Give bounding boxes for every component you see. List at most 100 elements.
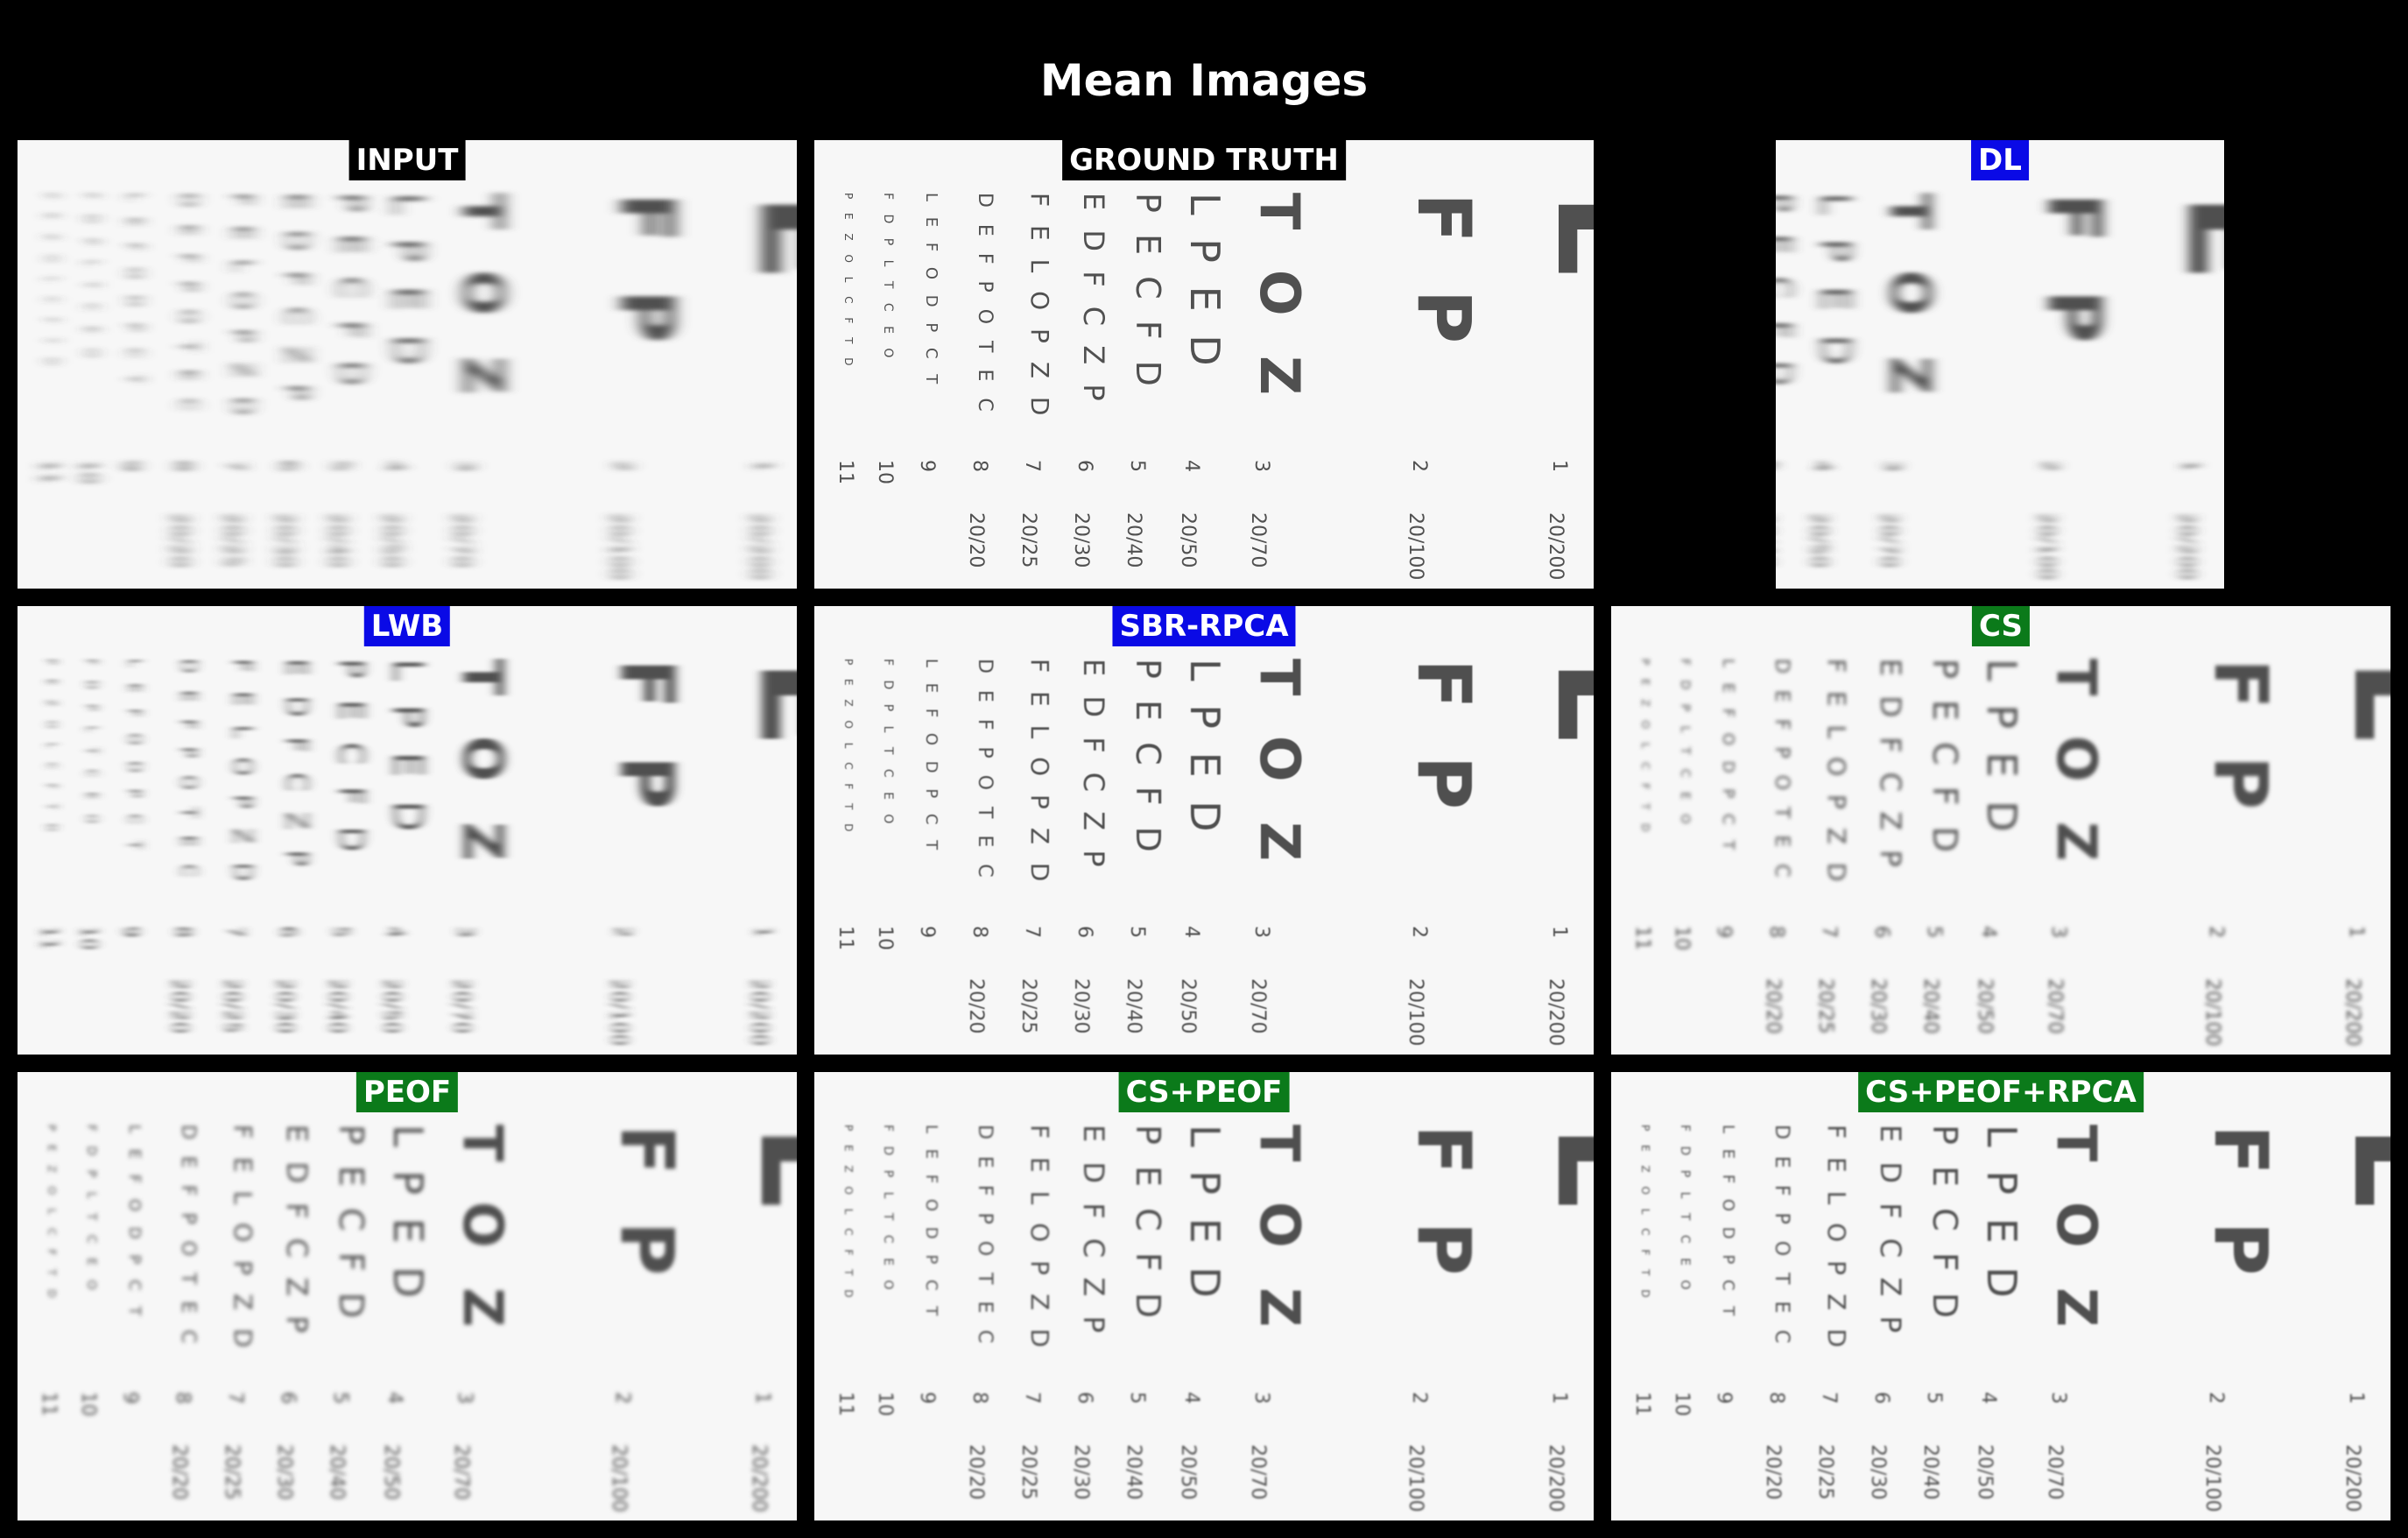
eye-chart-letters: F E L O P Z D bbox=[229, 1125, 257, 1352]
eye-chart-letters: P E C F D bbox=[332, 659, 370, 857]
eye-chart-letters: T O Z bbox=[451, 1125, 515, 1337]
panel-label-input: INPUT bbox=[349, 140, 466, 180]
eye-chart-letters: E D F C Z P bbox=[1077, 193, 1110, 406]
eye-chart-acuity-label: 20/40 bbox=[1919, 1444, 1941, 1499]
eye-chart-line-number: 1 bbox=[751, 926, 773, 938]
eye-chart-letters: E D F C Z P bbox=[1077, 1125, 1110, 1338]
panel-cs-peof-rpca: E F P T O Z L P E D P E C F D E D F C Z P F E … bbox=[1611, 1072, 2390, 1520]
eye-chart-line-number: 6 bbox=[277, 460, 299, 472]
eye-chart-line-number: 5 bbox=[1126, 926, 1148, 938]
eye-chart-line-number: 1 bbox=[2345, 926, 2367, 938]
eye-chart-line-number: 8 bbox=[172, 1392, 194, 1404]
eye-chart-acuity-label: 20/200 bbox=[2175, 512, 2197, 580]
eye-chart-acuity-label: 20/100 bbox=[2035, 512, 2057, 580]
eye-chart-line-number: 2 bbox=[1408, 1392, 1430, 1404]
eye-chart-acuity-label: 20/25 bbox=[221, 978, 243, 1034]
eye-chart-acuity-label: 20/40 bbox=[1123, 512, 1144, 568]
eye-chart-image: EF PT O ZL P E DP E C F DE D F C Z PF E … bbox=[18, 606, 797, 1055]
eye-chart-image: EF PT O ZL P E DP E C F DE D F C Z PF E … bbox=[814, 140, 1594, 589]
eye-chart-acuity-label: 20/20 bbox=[168, 512, 190, 568]
eye-chart-letters: F E L O P Z D bbox=[1822, 659, 1851, 886]
eye-chart-line-number: 5 bbox=[329, 460, 351, 472]
eye-chart-line-number: 9 bbox=[119, 1392, 141, 1404]
eye-chart-line-number: 10 bbox=[77, 926, 99, 950]
eye-chart-line-number: 5 bbox=[1776, 460, 1778, 472]
eye-chart-acuity-label: 20/50 bbox=[380, 1444, 402, 1499]
eye-chart-line-number: 4 bbox=[384, 926, 405, 938]
eye-chart-letters: F E L O P Z D bbox=[1025, 193, 1054, 420]
eye-chart-acuity-label: 20/30 bbox=[1070, 512, 1092, 568]
eye-chart-line-number: 10 bbox=[874, 1392, 896, 1416]
eye-chart-letters: L P E D bbox=[384, 659, 432, 837]
panel-label-lwb: LWB bbox=[363, 606, 451, 646]
eye-chart-image: EF PT O ZL P E DP E C F DE D F C Z PF E … bbox=[1776, 140, 2224, 589]
eye-chart-line-number: 1 bbox=[751, 460, 773, 472]
figure-title: Mean Images bbox=[1039, 55, 1369, 106]
eye-chart-line-number: 1 bbox=[2345, 1392, 2367, 1404]
eye-chart-acuity-label: 20/100 bbox=[1405, 1444, 1426, 1512]
eye-chart-letters: L P E D bbox=[384, 1125, 432, 1303]
eye-chart-letters: E bbox=[2324, 659, 2390, 758]
eye-chart-line-number: 1 bbox=[2179, 460, 2200, 472]
panel-label-ground-truth: GROUND TRUTH bbox=[1062, 140, 1346, 180]
eye-chart-letters: L P E D bbox=[1181, 193, 1229, 371]
eye-chart-acuity-label: 20/50 bbox=[1177, 1444, 1199, 1499]
eye-chart-letters: F D P L T C E O bbox=[1678, 1125, 1692, 1295]
eye-chart-letters: E bbox=[1527, 659, 1594, 758]
eye-chart-line-number: 7 bbox=[1021, 460, 1043, 472]
eye-chart-acuity-label: 20/40 bbox=[1919, 978, 1941, 1034]
eye-chart-line-number: 2 bbox=[611, 460, 633, 472]
eye-chart-acuity-label: 20/70 bbox=[1247, 1444, 1269, 1499]
panel-cs-peof: E F P T O Z L P E D P E C F D E D F C Z P F E … bbox=[814, 1072, 1594, 1520]
eye-chart-acuity-label: 20/100 bbox=[608, 512, 630, 580]
eye-chart-acuity-label: 20/50 bbox=[380, 512, 402, 568]
eye-chart-acuity-label: 20/200 bbox=[1545, 512, 1567, 580]
eye-chart-line-number: 1 bbox=[1548, 926, 1570, 938]
eye-chart-letters: F P bbox=[1401, 659, 1487, 820]
eye-chart-letters: L P E D bbox=[1181, 1125, 1229, 1303]
eye-chart-line-number: 9 bbox=[916, 926, 938, 938]
eye-chart-line-number: 4 bbox=[1180, 460, 1202, 472]
eye-chart-letters: F D P L T C E O bbox=[881, 1125, 895, 1295]
eye-chart-line-number: 11 bbox=[38, 926, 60, 950]
eye-chart-letters: F P bbox=[1401, 1125, 1487, 1286]
eye-chart-line-number: 6 bbox=[1074, 1392, 1095, 1404]
eye-chart-letters: L E F O D P C T bbox=[922, 659, 940, 855]
eye-chart-line-number: 8 bbox=[172, 926, 194, 938]
eye-chart-acuity-label: 20/70 bbox=[2044, 1444, 2066, 1499]
eye-chart-letters: E bbox=[730, 1125, 797, 1224]
eye-chart-letters: P E C F D bbox=[1129, 1125, 1167, 1323]
eye-chart-acuity-label: 20/100 bbox=[1405, 512, 1426, 580]
eye-chart-letters: L E F O D P C T bbox=[922, 193, 940, 389]
eye-chart-letters: T O Z bbox=[1878, 193, 1942, 406]
eye-chart-letters: P E Z O L C F T D bbox=[842, 193, 855, 371]
eye-chart-letters: F D P L T C E O bbox=[1678, 659, 1692, 829]
eye-chart-letters: L P E D bbox=[1978, 1125, 2025, 1303]
eye-chart-acuity-label: 20/30 bbox=[1070, 978, 1092, 1034]
eye-chart-line-number: 8 bbox=[968, 460, 990, 472]
eye-chart-line-number: 7 bbox=[224, 1392, 246, 1404]
eye-chart-acuity-label: 20/100 bbox=[608, 978, 630, 1046]
eye-chart-letters: D E F P O T E C bbox=[177, 1125, 199, 1349]
eye-chart-letters: P E C F D bbox=[332, 1125, 370, 1323]
panel-label-cs: CS bbox=[1971, 606, 2031, 646]
eye-chart-acuity-label: 20/200 bbox=[748, 512, 770, 580]
eye-chart-line-number: 6 bbox=[1870, 1392, 1892, 1404]
eye-chart-acuity-label: 20/25 bbox=[221, 1444, 243, 1499]
eye-chart-letters: F P bbox=[2031, 193, 2117, 354]
eye-chart-acuity-label: 20/70 bbox=[450, 512, 472, 568]
eye-chart-acuity-label: 20/30 bbox=[1867, 1444, 1889, 1499]
eye-chart-acuity-label: 20/40 bbox=[326, 978, 348, 1034]
eye-chart-letters: T O Z bbox=[2045, 1125, 2109, 1337]
eye-chart-line-number: 11 bbox=[1631, 926, 1653, 950]
eye-chart-line-number: 3 bbox=[2047, 926, 2069, 938]
eye-chart-line-number: 11 bbox=[1631, 1392, 1653, 1416]
panel-sbr-rpca: E F P T O Z L P E D P E C F D E D F C Z P F E … bbox=[814, 606, 1594, 1055]
eye-chart-letters: P E C F D bbox=[332, 193, 370, 392]
eye-chart-letters: L P E D bbox=[1181, 659, 1229, 837]
eye-chart-line-number: 8 bbox=[1765, 1392, 1787, 1404]
eye-chart-line-number: 1 bbox=[1548, 1392, 1570, 1404]
eye-chart-letters: F D P L T C E O bbox=[84, 659, 98, 829]
eye-chart-letters: F P bbox=[2198, 1125, 2284, 1286]
eye-chart-letters: F D P L T C E O bbox=[84, 1125, 98, 1295]
